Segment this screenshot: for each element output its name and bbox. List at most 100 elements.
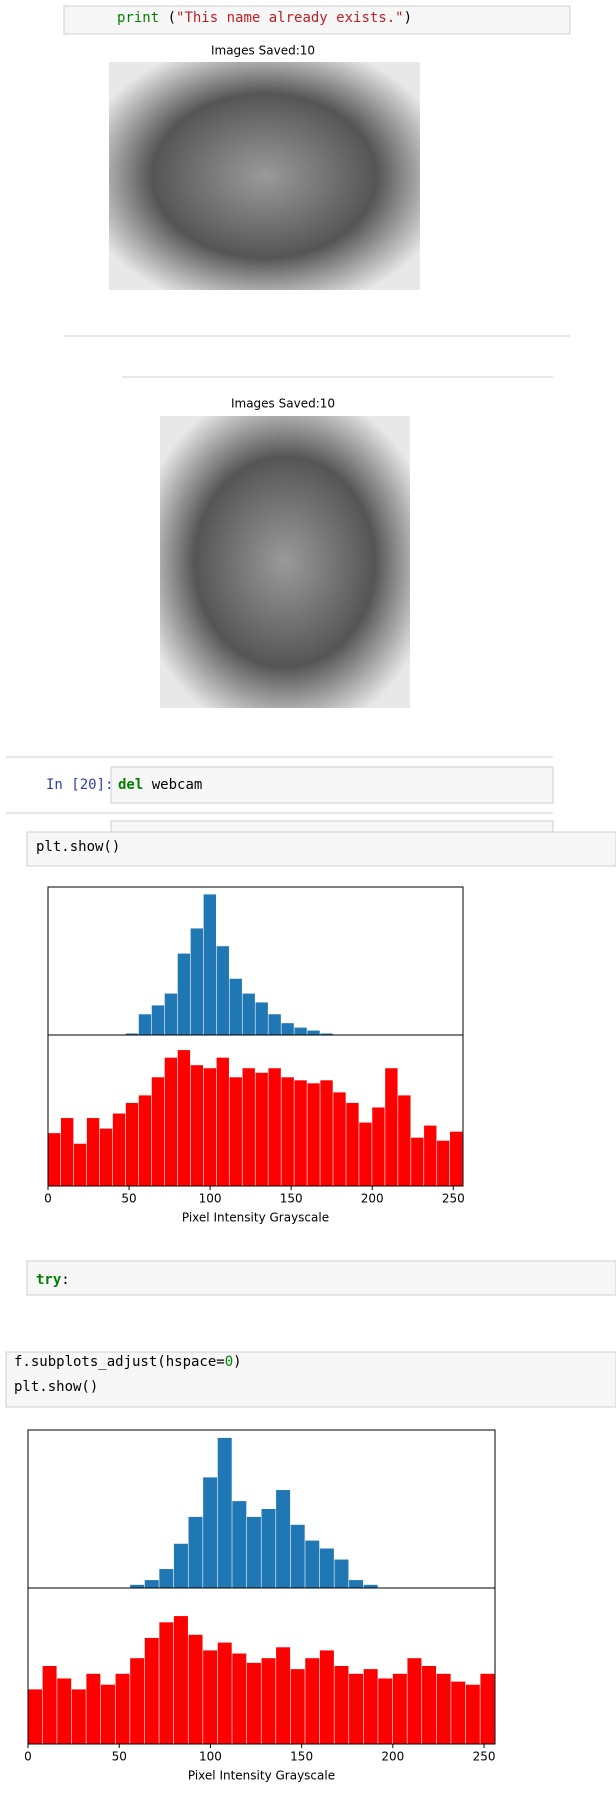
histogram-bar <box>217 1642 232 1744</box>
histogram-bar <box>144 1580 159 1588</box>
face-image <box>109 62 420 290</box>
histogram-bar <box>42 1666 57 1744</box>
histogram-bar <box>112 1113 126 1186</box>
x-tick-label: 150 <box>290 1750 313 1764</box>
histogram-bar <box>424 1125 437 1186</box>
histogram-bar <box>130 1584 145 1588</box>
x-tick-label: 200 <box>381 1750 404 1764</box>
histogram-bar <box>151 1005 165 1035</box>
axes-frame <box>27 1429 496 1745</box>
histogram-bar <box>229 1077 242 1186</box>
x-tick-label: 0 <box>44 1192 52 1206</box>
histogram-bar <box>385 1068 398 1186</box>
code-line: plt.show() <box>14 1379 98 1395</box>
code-token: del <box>118 777 143 793</box>
code-cell[interactable] <box>110 766 554 804</box>
histogram-bar <box>349 1673 364 1744</box>
histogram-bar <box>359 1122 372 1186</box>
histogram-bar <box>255 1002 268 1035</box>
code-line: print ("This name already exists.") <box>117 10 412 26</box>
histogram-bar <box>73 1143 87 1186</box>
histogram-bar <box>190 928 204 1035</box>
histogram-bar <box>290 1669 305 1744</box>
histogram-bar <box>71 1689 86 1744</box>
histogram-bar <box>115 1673 130 1744</box>
code-cell <box>110 820 554 834</box>
x-tick-label: 250 <box>442 1192 465 1206</box>
histogram-bar <box>261 1509 276 1588</box>
histogram-bar <box>480 1673 495 1744</box>
histogram-bar <box>346 1102 359 1186</box>
x-axis-label: Pixel Intensity Grayscale <box>188 1769 335 1783</box>
histogram-bar <box>130 1658 145 1744</box>
histogram-bar <box>349 1580 364 1588</box>
histogram-bar <box>320 1080 333 1186</box>
code-cell[interactable] <box>5 1351 616 1408</box>
code-token: print <box>117 10 159 26</box>
axes-frame <box>47 886 464 1187</box>
histogram-bar <box>436 1673 451 1744</box>
histogram-bar <box>281 1077 294 1186</box>
histogram-bar <box>246 1662 261 1744</box>
histogram-bar <box>144 1637 159 1744</box>
histogram-bar <box>255 1072 268 1186</box>
histogram-bar <box>188 1634 203 1744</box>
histogram-bar <box>407 1658 422 1744</box>
code-line: try: <box>36 1272 70 1288</box>
histogram-bar <box>242 993 255 1035</box>
histogram-bar <box>138 1014 152 1035</box>
histogram-bar <box>242 1068 255 1186</box>
histogram-bar <box>190 1065 204 1186</box>
histogram-bar <box>86 1673 101 1744</box>
histogram-bar <box>164 993 178 1035</box>
histogram-bar <box>378 1678 393 1744</box>
code-line: f.subplots_adjust(hspace=0) <box>14 1354 242 1370</box>
x-tick-label: 50 <box>121 1192 136 1206</box>
histogram-bar <box>261 1658 276 1744</box>
histogram-bar <box>173 1616 188 1744</box>
histogram-bar <box>177 953 191 1035</box>
code-cell[interactable] <box>26 831 616 867</box>
code-token: : <box>61 1272 69 1288</box>
histogram-bar <box>268 1068 281 1186</box>
histogram-bar <box>188 1516 203 1588</box>
histogram-bar <box>372 1107 385 1186</box>
histogram-bar <box>164 1057 178 1186</box>
x-tick-label: 0 <box>24 1750 32 1764</box>
histogram-bar <box>422 1666 437 1744</box>
histogram-bar <box>437 1140 450 1186</box>
histogram-bar <box>320 1033 333 1035</box>
histogram-bar <box>319 1650 334 1744</box>
code-cell[interactable] <box>26 1260 616 1296</box>
histogram-bar <box>294 1027 307 1035</box>
histogram-bar <box>305 1540 320 1588</box>
code-cell[interactable] <box>63 5 571 35</box>
histogram-bar <box>57 1678 72 1744</box>
histogram-bar <box>363 1669 378 1744</box>
histogram-bar <box>411 1137 424 1186</box>
histogram-bar <box>398 1095 411 1186</box>
x-tick-label: 50 <box>112 1750 127 1764</box>
histogram-bar <box>363 1584 378 1588</box>
x-tick-label: 150 <box>280 1192 303 1206</box>
code-line: plt.show() <box>36 839 120 855</box>
face-image <box>160 416 410 708</box>
histogram-bar <box>232 1501 247 1588</box>
code-token: try <box>36 1272 62 1288</box>
histogram-bar <box>60 1118 74 1186</box>
histogram-bar <box>203 1477 218 1588</box>
histogram-bar <box>203 1068 216 1186</box>
histogram-bar <box>99 1128 113 1186</box>
histogram-bar <box>173 1543 188 1588</box>
histogram-bar <box>276 1647 291 1744</box>
histogram-bar <box>203 1650 218 1744</box>
histogram-bar <box>307 1083 320 1186</box>
x-tick-label: 200 <box>361 1192 384 1206</box>
histogram-bar <box>138 1095 152 1186</box>
x-axis-label: Pixel Intensity Grayscale <box>182 1211 329 1225</box>
x-tick-label: 250 <box>473 1750 496 1764</box>
code-token: ) <box>233 1354 241 1370</box>
histogram-bar <box>28 1689 42 1744</box>
histogram-bar <box>290 1524 305 1588</box>
histogram-bar <box>159 1622 174 1744</box>
